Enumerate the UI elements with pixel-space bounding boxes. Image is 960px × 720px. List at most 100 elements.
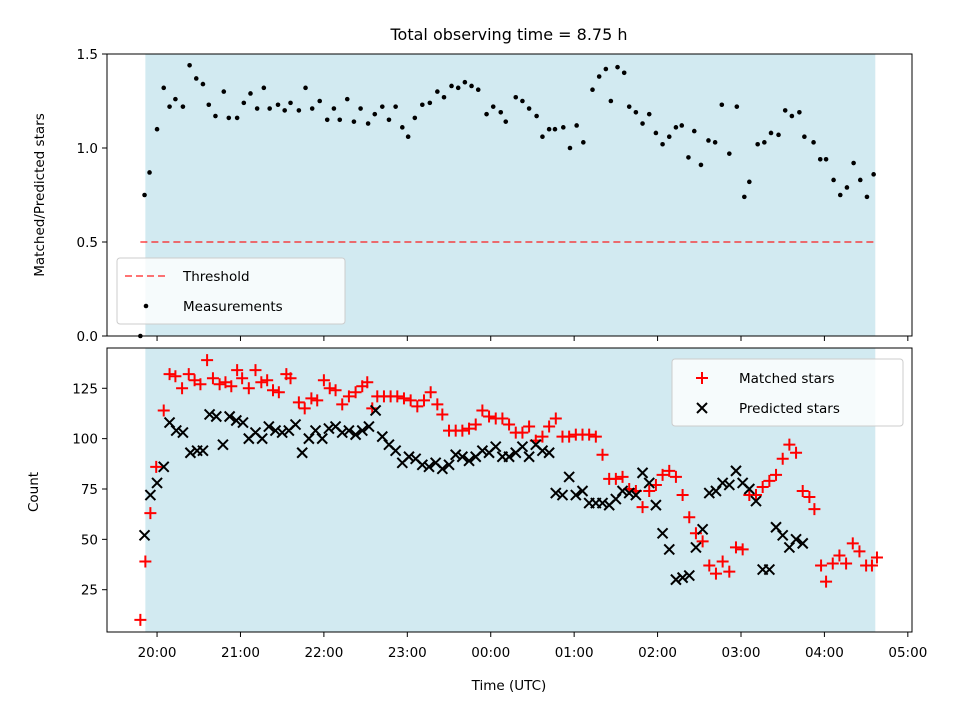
matched-star-point [833,549,846,562]
matched-star-point [770,468,783,481]
predicted-star-point [237,416,249,429]
count-legend-box [671,358,904,427]
measurement-point [351,119,357,124]
measurement-point [864,194,870,200]
legend-predicted-swatch [696,402,708,414]
measurement-point [275,102,281,108]
predicted-star-point [263,420,275,433]
measurement-point [147,170,152,175]
predicted-star-point [138,529,151,542]
measurement-point [435,89,440,94]
measurement-point [296,108,302,113]
matched-star-point [311,394,324,407]
y-tick-label: 125 [72,381,98,397]
measurement-point [206,102,212,108]
matched-star-point [305,392,318,405]
measurement-point [747,179,752,185]
matched-star-point [176,382,189,395]
measurement-point [309,106,315,111]
matched-star-point [424,386,437,399]
matched-star-point [476,404,489,417]
predicted-star-point [743,483,756,495]
ratio-legend-box [116,257,346,325]
predicted-star-point [369,404,382,417]
count-y-ticks: 25 50 75 100 125 [72,381,107,599]
measurement-point [660,141,665,147]
x-tick-label: 03:00 [722,645,761,661]
measurement-point [633,109,639,115]
matched-star-point [583,428,596,441]
measurement-point [567,145,573,151]
measurement-point [405,134,411,140]
predicted-star-point [363,420,375,433]
measurement-point [449,83,454,89]
predicted-star-point [316,432,328,445]
measurement-point [837,192,843,198]
measurement-point [596,74,602,79]
matched-star-point [826,557,839,570]
matched-star-point [242,382,255,395]
matched-star-point [865,559,878,572]
matched-star-point [723,565,736,578]
measurement-point [303,85,308,91]
measurement-point [372,111,378,117]
matched-star-point [342,390,355,403]
matched-stars-series [134,354,883,626]
measurement-point [666,134,672,140]
predicted-star-point [523,451,535,463]
y-tick-label: 0.0 [77,329,98,345]
measurement-point [615,64,620,70]
matched-star-point [656,468,669,481]
matched-star-point [776,452,789,465]
measurement-point [187,62,192,68]
matched-star-point [716,555,729,568]
measurement-point [581,140,586,145]
matched-star-point [469,418,482,431]
predicted-star-point [356,424,368,437]
matched-star-point [361,376,374,389]
legend-predicted-label: Predicted stars [739,401,840,417]
matched-star-point [267,384,280,397]
predicted-star-point [630,489,642,501]
legend-matched-label: Matched stars [739,371,835,387]
predicted-star-point [269,424,282,437]
predicted-star-point [416,459,429,471]
measurement-point [282,108,287,113]
measurement-point [653,130,659,136]
predicted-star-point [223,410,236,423]
matched-star-point [163,368,176,381]
x-tick-label: 23:00 [388,645,427,661]
matched-star-point [820,575,833,588]
matched-star-point [516,426,529,439]
count-plot-frame [106,347,913,633]
matched-star-point [150,460,163,473]
measurement-point [811,140,816,145]
measurement-point [400,125,405,130]
matched-star-point [249,364,262,377]
measurement-point [679,123,685,128]
y-tick-label: 100 [72,432,98,448]
y-tick-label: 1.5 [77,47,98,63]
matched-star-point [169,370,182,383]
matched-star-point [609,472,622,485]
predicted-star-point [170,424,182,437]
matched-star-point [456,424,469,437]
predicted-star-point [210,410,222,423]
predicted-star-point [576,485,589,497]
matched-star-point [750,489,763,502]
measurement-point [498,109,504,115]
measurement-point [234,115,240,121]
matched-star-point [523,420,536,433]
measurement-point [520,98,525,104]
predicted-star-point [556,489,569,501]
measurement-point [241,100,247,106]
predicted-star-point [203,408,216,421]
measurement-point [797,109,802,115]
measurement-point [590,87,595,93]
predicted-star-point [690,541,702,554]
matched-star-point [134,613,147,626]
predicted-star-point [177,426,189,439]
measurement-point [526,106,532,111]
measurement-point [789,113,795,119]
predicted-star-point [144,489,157,501]
